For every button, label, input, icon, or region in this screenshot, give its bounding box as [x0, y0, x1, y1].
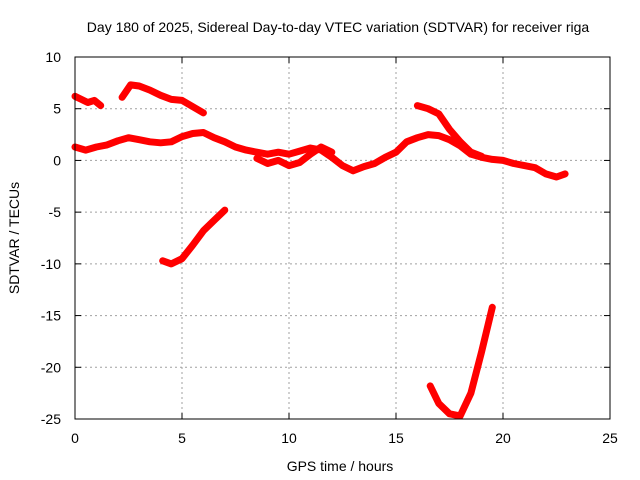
y-tick-label: 10: [45, 49, 61, 65]
series-mid-curve: [159, 206, 229, 268]
chart-title: Day 180 of 2025, Sidereal Day-to-day VTE…: [87, 19, 590, 35]
grid-layer: [75, 57, 610, 419]
y-axis-label: SDTVAR / TECUs: [6, 182, 22, 294]
y-tick-label: -15: [41, 308, 61, 324]
plot-frame: [74, 56, 611, 420]
x-tick-label: 0: [71, 430, 79, 446]
y-tick-label: 0: [53, 152, 61, 168]
series-upper-right: [413, 102, 486, 160]
x-axis-label: GPS time / hours: [287, 458, 394, 474]
series-layer: [71, 81, 569, 420]
series-lower-main: [253, 143, 336, 170]
y-tick-label: -10: [41, 256, 61, 272]
series-upper-left-b: [118, 81, 207, 117]
y-tick-label: -25: [41, 411, 61, 427]
y-tick-label: -20: [41, 359, 61, 375]
y-tick-label: -5: [49, 204, 62, 220]
x-tick-label: 10: [281, 430, 297, 446]
x-tick-label: 15: [388, 430, 404, 446]
tick-layer: 0 5 10 15 20 25 -25 -20 -15 -10 -5 0 5 10: [41, 49, 618, 446]
series-deep-curve: [426, 303, 496, 420]
x-tick-label: 5: [178, 430, 186, 446]
y-tick-label: 5: [53, 101, 61, 117]
x-tick-label: 20: [495, 430, 511, 446]
x-tick-label: 25: [602, 430, 618, 446]
series-upper-left-a: [71, 92, 105, 110]
